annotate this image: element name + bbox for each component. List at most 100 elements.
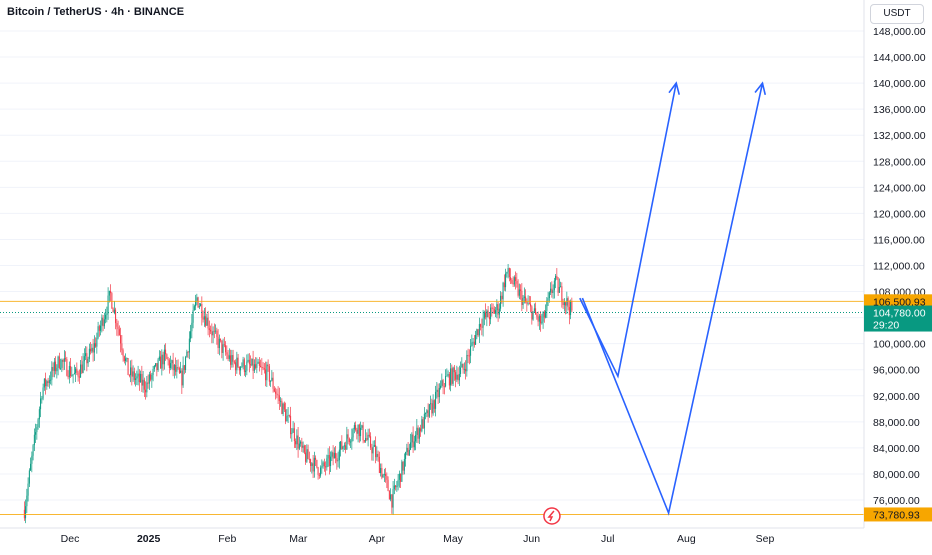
candle-body xyxy=(362,425,364,441)
candle-body xyxy=(426,410,428,414)
candle-body xyxy=(440,385,442,388)
candle-body xyxy=(211,331,213,336)
projection-path[interactable] xyxy=(581,82,764,516)
candle-body xyxy=(477,329,479,336)
candle-body xyxy=(220,338,222,341)
candle-body xyxy=(57,356,59,368)
candle-body xyxy=(285,409,287,422)
price-tick-label: 124,000.00 xyxy=(873,182,926,194)
candle-body xyxy=(191,322,193,332)
candle-body xyxy=(538,315,540,322)
projections xyxy=(579,81,767,516)
candle-body xyxy=(116,323,118,327)
candle-body xyxy=(517,283,519,296)
candle-body xyxy=(361,425,363,428)
candle-body xyxy=(293,428,295,442)
candle-body xyxy=(117,326,119,330)
candle-body xyxy=(536,314,538,317)
candle-body xyxy=(446,375,448,377)
candle-body xyxy=(88,348,90,359)
candle-body xyxy=(108,290,110,296)
candle-body xyxy=(445,375,447,387)
candle-body xyxy=(196,297,198,301)
candle-body xyxy=(93,343,95,353)
candle-body xyxy=(263,368,265,370)
time-tick-label: Sep xyxy=(756,533,775,545)
candles xyxy=(23,263,573,524)
candle-body xyxy=(133,371,135,380)
candle-body xyxy=(551,288,553,294)
price-tick-label: 136,000.00 xyxy=(873,104,926,116)
candle-body xyxy=(466,354,468,372)
time-axis[interactable]: Dec 2025 Feb Mar Apr May Jun Jul Aug Sep xyxy=(0,527,864,550)
candle-body xyxy=(72,374,74,376)
candle-body xyxy=(151,375,153,380)
candle-body xyxy=(331,452,333,457)
candle-body xyxy=(376,453,378,458)
candle-body xyxy=(570,301,572,316)
candle-body xyxy=(290,415,292,435)
candle-body xyxy=(105,314,107,320)
flash-badge[interactable] xyxy=(543,507,561,525)
candle-body xyxy=(516,280,518,284)
candle-body xyxy=(401,461,403,482)
candle-body xyxy=(308,459,310,460)
candle-body xyxy=(101,317,103,326)
candle-body xyxy=(420,428,422,432)
candle-body xyxy=(280,400,282,402)
candle-body xyxy=(462,363,464,370)
candle-body xyxy=(168,360,170,368)
candle-body xyxy=(182,365,184,386)
candle-body xyxy=(78,376,80,378)
level-price-label xyxy=(864,294,932,309)
candle-body xyxy=(160,356,162,369)
candle-body xyxy=(32,445,34,456)
candle-body xyxy=(282,403,284,414)
projection-path[interactable] xyxy=(579,82,677,379)
candle-body xyxy=(41,398,43,400)
candle-body xyxy=(355,425,357,430)
candle-body xyxy=(25,506,27,519)
candle-body xyxy=(550,288,552,293)
candle-body xyxy=(56,367,58,372)
candle-body xyxy=(240,366,242,371)
candle-body xyxy=(547,298,549,301)
candle-body xyxy=(422,419,424,429)
candle-body xyxy=(278,395,280,402)
candle-body xyxy=(270,380,272,382)
candle-body xyxy=(195,300,197,307)
candle-body xyxy=(38,409,40,420)
candle-body xyxy=(523,296,525,298)
candle-body xyxy=(75,368,77,374)
candle-body xyxy=(275,391,277,394)
price-tick-label: 148,000.00 xyxy=(873,26,926,38)
candle-body xyxy=(165,349,167,355)
flash-icon[interactable] xyxy=(543,507,561,525)
candle-body xyxy=(212,330,214,336)
candle-body xyxy=(248,359,250,365)
candle-body xyxy=(50,379,52,381)
candle-body xyxy=(36,427,38,433)
candle-body xyxy=(58,356,60,368)
time-axis-bg xyxy=(0,528,864,550)
candle-body xyxy=(247,359,249,362)
candle-body xyxy=(206,317,208,326)
chart-title: Bitcoin / TetherUS · 4h · BINANCE xyxy=(7,6,185,18)
currency-selector[interactable]: USDT xyxy=(870,4,924,24)
candle-body xyxy=(286,415,288,422)
candle-body xyxy=(371,447,373,454)
candle-body xyxy=(135,378,137,380)
horizontal-levels xyxy=(0,300,864,515)
candle-body xyxy=(207,317,209,329)
candle-body xyxy=(98,326,100,331)
candle-body xyxy=(333,452,335,459)
candle-body xyxy=(118,329,120,336)
candle-body xyxy=(170,363,172,368)
price-axis[interactable]: 148,000.00 144,000.00 140,000.00 136,000.00… xyxy=(863,0,932,550)
candle-body xyxy=(173,365,175,371)
candle-body xyxy=(542,311,544,322)
candle-body xyxy=(505,273,507,288)
candle-body xyxy=(55,361,57,372)
